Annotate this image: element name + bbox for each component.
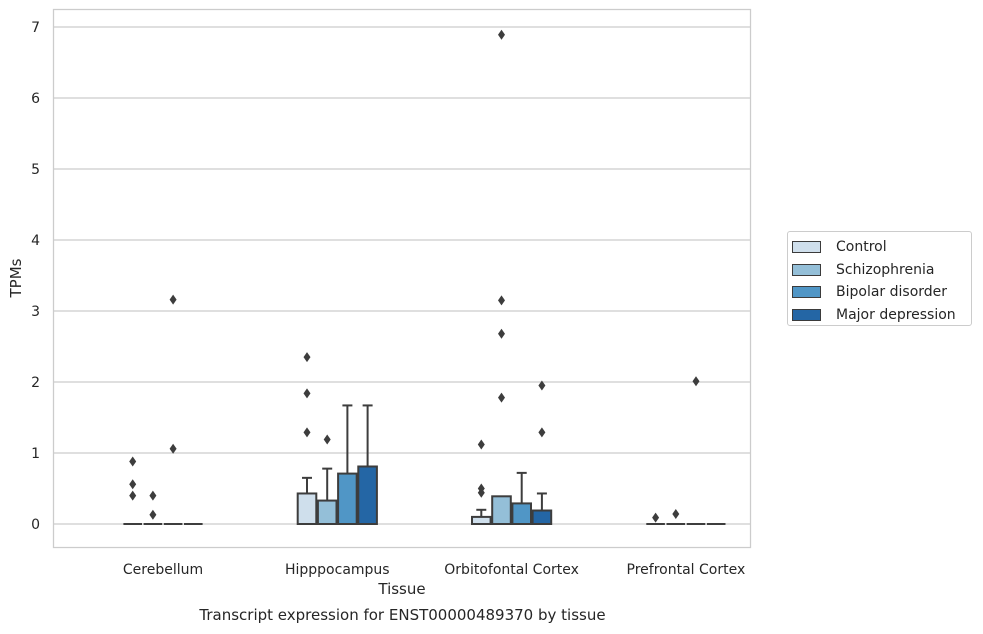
outlier-1-2-2 bbox=[498, 328, 505, 339]
box-plot-marks bbox=[123, 29, 726, 526]
gridlines bbox=[53, 26, 751, 525]
outlier-0-1-2 bbox=[303, 427, 311, 438]
legend-swatch-schizophrenia bbox=[792, 263, 821, 276]
box-body-2-2 bbox=[511, 502, 533, 526]
outlier-1-1-0 bbox=[323, 434, 331, 445]
box-body-1-1 bbox=[316, 499, 338, 526]
legend-label-control: Control bbox=[836, 239, 887, 256]
x-axis-ticks: Cerebellum Hipppocampus Orbitofontal Corte… bbox=[123, 562, 745, 578]
box-body-2-1 bbox=[337, 472, 358, 525]
legend: Control Schizophrenia Bipolar disorder M… bbox=[787, 231, 972, 326]
legend-item-major-depression: Major depression bbox=[792, 304, 971, 327]
outlier-2-0-0 bbox=[169, 294, 177, 305]
x-tick-label-3: Prefrontal Cortex bbox=[627, 562, 746, 578]
legend-swatch-bipolar-disorder bbox=[792, 286, 821, 299]
x-tick-label-2: Orbitofontal Cortex bbox=[444, 562, 579, 578]
box-0-3 bbox=[646, 512, 665, 525]
outlier-3-2-1 bbox=[538, 427, 546, 438]
y-tick-label-1: 1 bbox=[31, 446, 40, 462]
outlier-2-0-1 bbox=[169, 443, 177, 454]
y-tick-label-7: 7 bbox=[31, 20, 40, 36]
box-body-0-1 bbox=[296, 492, 318, 526]
outlier-0-2-0 bbox=[477, 439, 485, 450]
outlier-1-0-1 bbox=[149, 509, 157, 520]
box-body-0-2 bbox=[471, 515, 492, 526]
y-axis-label: TPMs bbox=[7, 258, 25, 298]
plot-frame bbox=[52, 8, 752, 549]
legend-item-control: Control bbox=[792, 236, 971, 259]
legend-swatch-major-depression bbox=[792, 308, 821, 321]
outlier-0-1-0 bbox=[303, 352, 311, 363]
x-tick-label-0: Cerebellum bbox=[123, 562, 203, 578]
box-0-1 bbox=[296, 352, 318, 526]
box-2-2 bbox=[511, 471, 533, 526]
box-1-0 bbox=[143, 490, 163, 525]
legend-swatch-control bbox=[792, 241, 821, 254]
box-body-3-2 bbox=[531, 509, 553, 526]
box-0-0 bbox=[123, 456, 142, 525]
outlier-2-3-0 bbox=[692, 376, 700, 387]
outlier-1-2-1 bbox=[498, 295, 505, 306]
outlier-3-2-0 bbox=[538, 380, 546, 391]
outlier-0-3-0 bbox=[652, 512, 660, 523]
outlier-0-0-1 bbox=[129, 479, 137, 490]
box-1-1 bbox=[316, 434, 338, 526]
box-1-2 bbox=[491, 29, 512, 525]
y-tick-label-5: 5 bbox=[31, 162, 40, 178]
outlier-0-0-0 bbox=[129, 456, 137, 467]
y-axis-ticks: 0 1 2 3 4 5 6 7 bbox=[31, 20, 40, 533]
y-tick-label-4: 4 bbox=[31, 233, 40, 249]
box-2-1 bbox=[337, 404, 358, 525]
legend-label-schizophrenia: Schizophrenia bbox=[836, 261, 935, 278]
legend-item-schizophrenia: Schizophrenia bbox=[792, 259, 971, 282]
box-0-2 bbox=[471, 439, 492, 526]
outlier-1-3-0 bbox=[672, 509, 680, 520]
outlier-1-2-3 bbox=[498, 392, 505, 403]
outlier-0-1-1 bbox=[303, 388, 311, 399]
legend-item-bipolar-disorder: Bipolar disorder bbox=[792, 281, 971, 304]
chart-caption: Transcript expression for ENST0000048937… bbox=[199, 606, 606, 624]
outlier-1-0-0 bbox=[149, 490, 157, 501]
box-3-1 bbox=[357, 404, 378, 525]
x-axis-label: Tissue bbox=[377, 580, 425, 598]
box-2-3 bbox=[686, 376, 706, 525]
x-tick-label-1: Hipppocampus bbox=[285, 562, 390, 578]
box-2-0 bbox=[163, 294, 183, 525]
box-1-3 bbox=[666, 509, 686, 525]
y-tick-label-2: 2 bbox=[31, 375, 40, 391]
y-tick-label-3: 3 bbox=[31, 304, 40, 320]
y-tick-label-6: 6 bbox=[31, 91, 40, 107]
outlier-0-0-2 bbox=[129, 490, 137, 501]
box-body-1-2 bbox=[491, 495, 512, 525]
outlier-0-2-2 bbox=[477, 487, 485, 498]
legend-label-bipolar-disorder: Bipolar disorder bbox=[836, 284, 948, 301]
outlier-1-2-0 bbox=[498, 29, 505, 40]
box-body-3-1 bbox=[357, 465, 378, 525]
y-tick-label-0: 0 bbox=[31, 517, 40, 533]
legend-label-major-depression: Major depression bbox=[836, 306, 956, 323]
box-3-2 bbox=[531, 380, 553, 526]
